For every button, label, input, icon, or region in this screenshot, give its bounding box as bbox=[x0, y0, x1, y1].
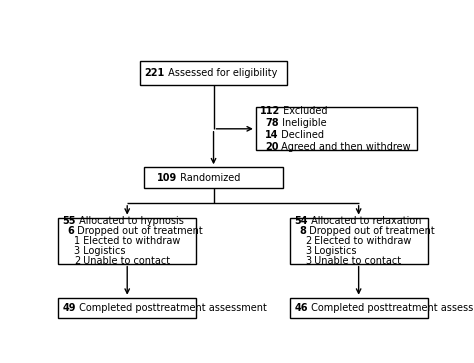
Bar bbox=[58, 217, 196, 264]
Text: 6: 6 bbox=[67, 226, 74, 236]
Bar bbox=[140, 61, 287, 85]
Text: 14: 14 bbox=[265, 130, 278, 140]
Text: Allocated to hypnosis: Allocated to hypnosis bbox=[76, 216, 184, 226]
Text: 46: 46 bbox=[294, 303, 308, 313]
Bar bbox=[256, 107, 418, 151]
Text: 55: 55 bbox=[63, 216, 76, 226]
Text: 221: 221 bbox=[145, 68, 165, 78]
Text: Agreed and then withdrew: Agreed and then withdrew bbox=[278, 142, 411, 152]
Text: 49: 49 bbox=[63, 303, 76, 313]
Text: 3: 3 bbox=[305, 256, 311, 266]
Text: 2: 2 bbox=[74, 256, 80, 266]
Bar bbox=[144, 167, 283, 188]
Text: Excluded: Excluded bbox=[281, 106, 328, 116]
Text: 1: 1 bbox=[74, 236, 80, 246]
Text: Elected to withdraw: Elected to withdraw bbox=[80, 236, 180, 246]
Text: 112: 112 bbox=[260, 106, 281, 116]
Text: 54: 54 bbox=[294, 216, 308, 226]
Text: Unable to contact: Unable to contact bbox=[80, 256, 170, 266]
Text: Dropped out of treatment: Dropped out of treatment bbox=[74, 226, 203, 236]
Text: 2: 2 bbox=[305, 236, 311, 246]
Text: Logistics: Logistics bbox=[80, 246, 126, 256]
Text: Declined: Declined bbox=[278, 130, 325, 140]
Text: Completed posttreatment assessment: Completed posttreatment assessment bbox=[76, 303, 267, 313]
Text: Allocated to relaxation: Allocated to relaxation bbox=[308, 216, 421, 226]
Text: Randomized: Randomized bbox=[177, 173, 240, 183]
Text: 3: 3 bbox=[305, 246, 311, 256]
Bar bbox=[290, 298, 428, 318]
Text: Logistics: Logistics bbox=[311, 246, 357, 256]
Text: Elected to withdraw: Elected to withdraw bbox=[311, 236, 412, 246]
Text: Unable to contact: Unable to contact bbox=[311, 256, 401, 266]
Text: 3: 3 bbox=[74, 246, 80, 256]
Text: 8: 8 bbox=[299, 226, 306, 236]
Text: 20: 20 bbox=[265, 142, 278, 152]
Text: 109: 109 bbox=[156, 173, 177, 183]
Bar bbox=[58, 298, 196, 318]
Text: Ineligible: Ineligible bbox=[279, 118, 326, 128]
Text: Assessed for eligibility: Assessed for eligibility bbox=[165, 68, 277, 78]
Text: Dropped out of treatment: Dropped out of treatment bbox=[306, 226, 435, 236]
Text: 78: 78 bbox=[265, 118, 279, 128]
Text: Completed posttreatment assessment: Completed posttreatment assessment bbox=[308, 303, 474, 313]
Bar bbox=[290, 217, 428, 264]
